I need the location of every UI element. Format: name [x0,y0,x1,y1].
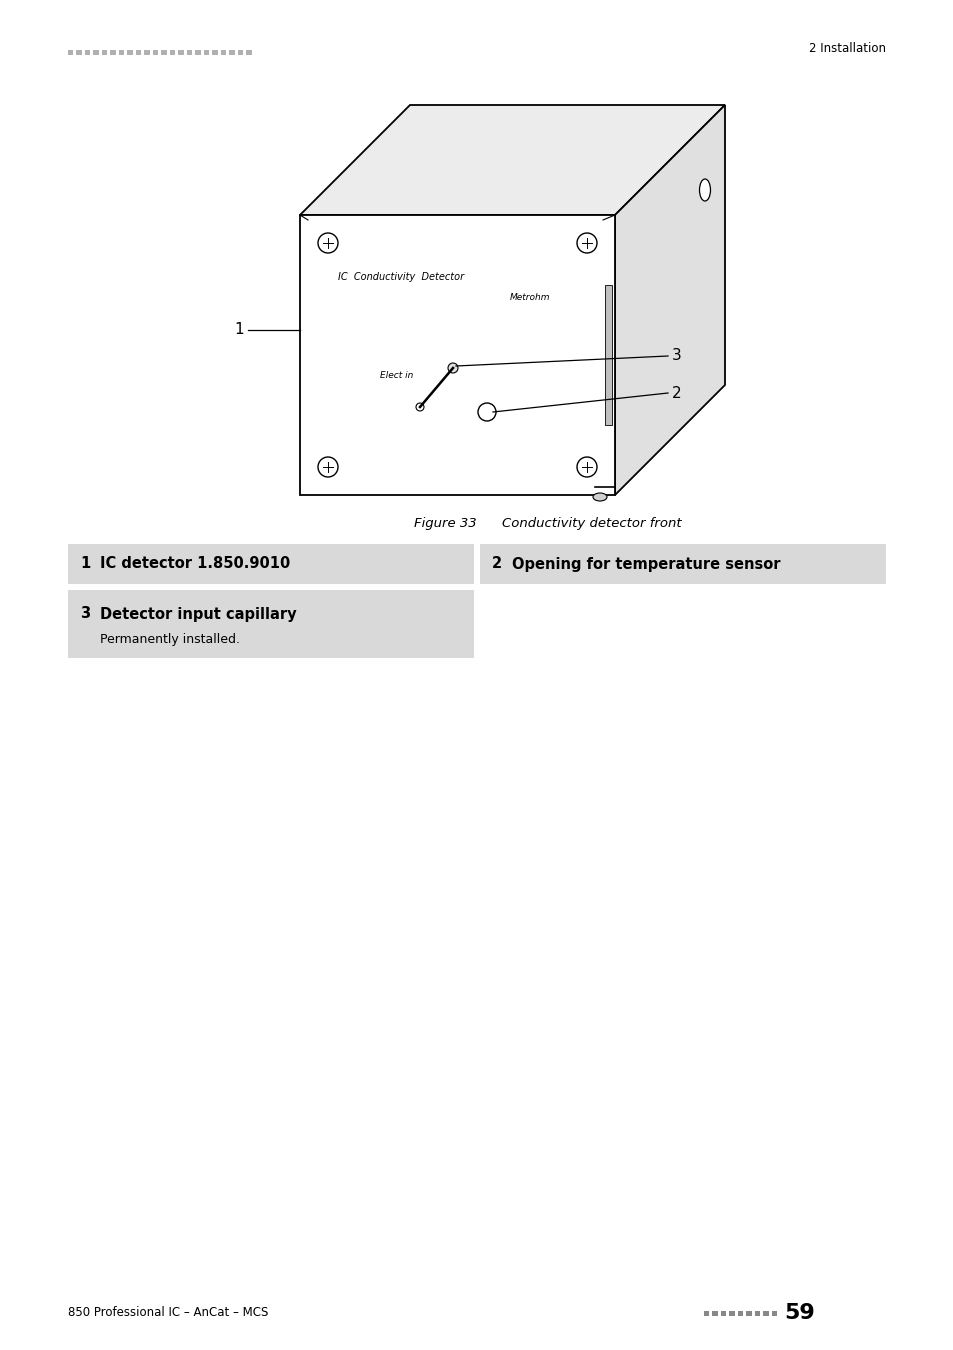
Bar [161,50,167,55]
Text: IC  Conductivity  Detector: IC Conductivity Detector [337,271,464,282]
Bar [712,1311,718,1316]
Bar [754,1311,760,1316]
Bar [128,50,132,55]
Bar [68,544,474,585]
Polygon shape [299,105,724,215]
Bar [745,1311,751,1316]
Circle shape [448,363,457,373]
Bar [237,50,243,55]
Text: Figure 33: Figure 33 [414,517,476,529]
Text: Detector input capillary: Detector input capillary [100,606,296,621]
Bar [170,50,175,55]
Text: 2: 2 [492,556,501,571]
Text: Elect in: Elect in [379,371,413,381]
Bar [144,50,150,55]
Text: Metrohm: Metrohm [510,293,550,301]
Bar [204,50,210,55]
Bar [68,50,73,55]
Polygon shape [299,215,615,495]
Bar [136,50,141,55]
Text: 2 Installation: 2 Installation [808,42,885,55]
Bar [152,50,158,55]
Text: 3: 3 [671,348,681,363]
Circle shape [416,404,423,410]
Bar [762,1311,768,1316]
Polygon shape [615,105,724,495]
Bar [102,50,108,55]
Bar [604,285,612,425]
Bar [76,50,82,55]
Bar [119,50,125,55]
Bar [729,1311,734,1316]
Bar [703,1311,709,1316]
Text: Conductivity detector front: Conductivity detector front [484,517,680,529]
Bar [178,50,184,55]
Text: IC detector 1.850.9010: IC detector 1.850.9010 [100,556,290,571]
Bar [195,50,201,55]
Bar [213,50,218,55]
Bar [738,1311,742,1316]
Text: 1: 1 [80,556,91,571]
Ellipse shape [699,180,710,201]
Ellipse shape [593,493,606,501]
Bar [246,50,252,55]
Bar [771,1311,777,1316]
Text: Permanently installed.: Permanently installed. [100,633,240,647]
Bar [93,50,99,55]
Bar [187,50,193,55]
Text: 850 Professional IC – AnCat – MCS: 850 Professional IC – AnCat – MCS [68,1307,268,1319]
Text: Opening for temperature sensor: Opening for temperature sensor [512,556,780,571]
Bar [720,1311,726,1316]
Bar [230,50,234,55]
Bar [85,50,91,55]
Text: 1: 1 [234,323,244,338]
Bar [221,50,226,55]
Bar [111,50,116,55]
Text: 2: 2 [671,386,680,401]
Text: 3: 3 [80,606,90,621]
Text: 59: 59 [783,1303,815,1323]
Bar [479,544,885,585]
Bar [68,590,474,657]
